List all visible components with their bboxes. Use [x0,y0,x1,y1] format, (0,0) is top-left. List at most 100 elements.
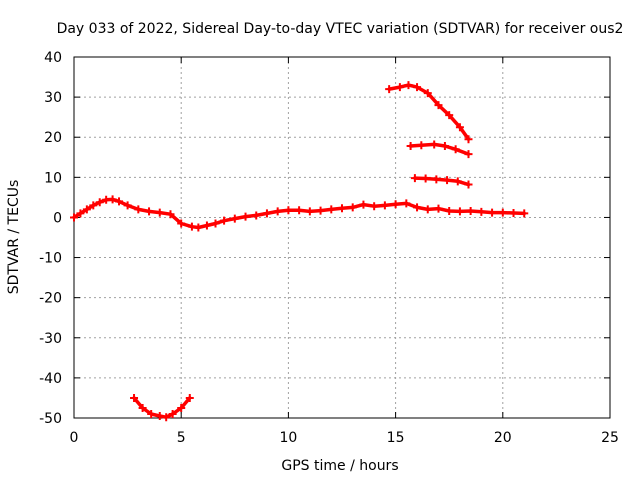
x-tick-label: 10 [279,430,297,446]
y-tick-label: 10 [44,170,62,186]
data-point [417,141,426,150]
data-point [162,413,171,422]
data-point [327,205,336,214]
x-tick-label: 5 [177,430,186,446]
x-tick-label: 25 [601,430,619,446]
data-point [410,174,419,183]
data-point [404,81,413,90]
data-point [108,195,117,204]
series-mid-arc [406,140,473,159]
data-point [177,219,186,228]
x-tick-label: 0 [70,430,79,446]
data-point [76,209,85,218]
data-point [155,208,164,217]
y-axis-label: SDTVAR / TECUs [6,180,22,295]
data-point [380,201,389,210]
data-point [385,85,394,94]
data-point [455,123,464,132]
data-point [202,221,211,230]
data-point [273,207,282,216]
data-point [70,213,78,222]
data-point [145,207,154,216]
plot-frame [73,56,611,419]
y-tick-label: -30 [39,331,62,347]
data-point [477,207,486,216]
data-point [194,223,203,232]
data-point [413,83,422,92]
x-tick-label: 20 [494,430,512,446]
data-point [134,205,143,214]
series-bottom-dip [130,393,194,422]
data-point [348,203,357,212]
data-point [284,206,293,215]
y-tick-label: 30 [44,90,62,106]
data-point [432,175,441,184]
data-point [509,209,518,218]
data-point [464,135,473,144]
data-point [305,207,314,216]
data-point [230,214,239,223]
data-point [262,209,271,218]
data-point [177,403,186,412]
data-point [464,180,473,189]
axis-ticks [73,56,611,419]
data-point [440,142,449,151]
data-point [211,219,220,228]
data-point [155,411,164,420]
x-axis-tick-labels: 0 5 10 15 20 25 [70,430,619,446]
data-point [466,207,475,216]
grid [74,57,610,418]
series-main-track [70,195,529,232]
data-point [455,207,464,216]
data-point [488,208,497,217]
data-point [123,201,132,210]
data-point [445,111,454,120]
series-upper-arc [385,81,473,144]
data-point [402,199,411,208]
data-point [138,403,147,412]
data-point [220,216,229,225]
data-point [185,393,194,402]
data-point [413,203,422,212]
data-point [115,197,124,206]
data-point [241,212,250,221]
y-tick-label: 0 [53,210,62,226]
data-point [453,177,462,186]
data-point [168,409,177,418]
chart-title: Day 033 of 2022, Sidereal Day-to-day VTE… [57,21,624,37]
data-point [338,204,346,213]
data-point [391,200,400,209]
data-point [423,205,432,214]
y-axis-tick-labels: -50 -40 -30 -20 -10 0 10 20 30 40 [39,50,62,427]
x-tick-label: 15 [387,430,405,446]
data-point [434,204,443,213]
data-point [359,200,368,209]
data-point [498,208,507,217]
data-point [445,207,454,216]
series-lower-arc [410,174,473,189]
x-axis-label: GPS time / hours [281,458,398,474]
data-point [395,83,404,92]
data-point [147,409,156,418]
data-point [430,140,439,149]
data-point [434,101,443,110]
y-tick-label: -40 [39,371,62,387]
data-point [443,176,452,185]
data-point [82,205,91,214]
data-point [370,202,379,211]
data-point [252,211,261,220]
data-point [406,142,415,151]
data-point [451,145,460,154]
data-point [316,206,325,215]
y-tick-label: -20 [39,291,62,307]
y-tick-label: -50 [39,411,62,427]
data-point [130,393,139,402]
series-layer [70,81,529,422]
data-point [464,150,473,159]
data-point [89,201,98,210]
data-point [423,89,432,98]
data-point [520,209,529,218]
y-tick-label: -10 [39,251,62,267]
data-point [421,174,430,183]
